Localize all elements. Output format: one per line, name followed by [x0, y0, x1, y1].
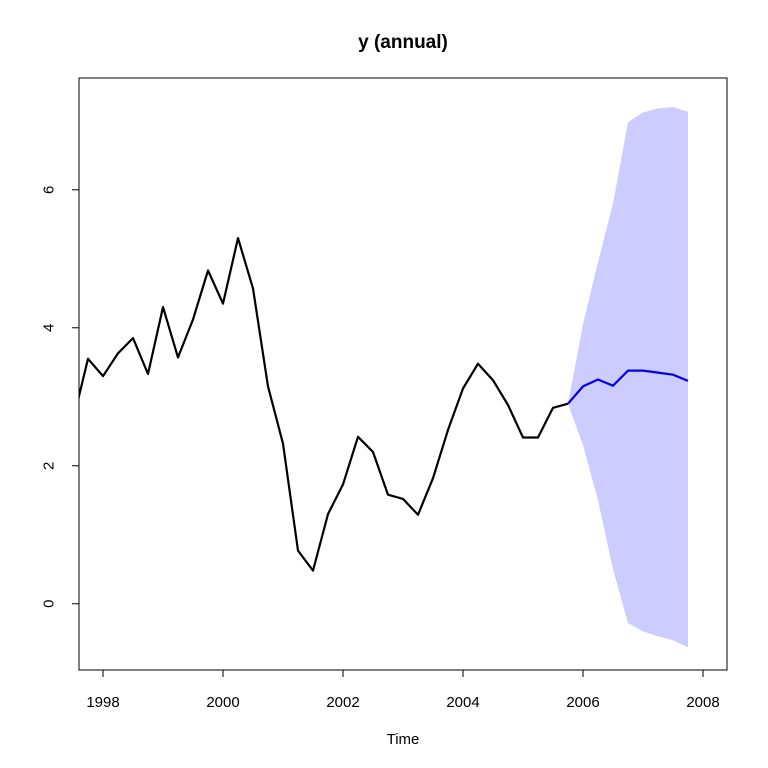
y-tick-label: 6	[41, 186, 58, 194]
y-tick-label: 2	[41, 462, 58, 470]
prediction-interval-layer	[568, 107, 688, 648]
y-tick-label: 0	[41, 600, 58, 608]
x-axis-label: Time	[387, 731, 420, 748]
forecast-series-line	[567, 369, 689, 405]
observed-series-line	[79, 237, 569, 572]
prediction-interval-band	[568, 107, 688, 648]
x-tick-label: 2002	[326, 694, 359, 711]
x-tick-label: 2008	[686, 694, 719, 711]
series-layer	[79, 237, 689, 572]
y-axis: 0 2 4 6	[41, 186, 80, 608]
plot-area	[78, 77, 728, 671]
x-axis: 1998 2000 2002 2004 2006 2008	[86, 669, 720, 711]
x-tick-label: 2004	[446, 694, 479, 711]
x-tick-label: 1998	[86, 694, 119, 711]
y-tick-label: 4	[41, 324, 58, 332]
x-tick-label: 2006	[566, 694, 599, 711]
x-tick-label: 2000	[206, 694, 239, 711]
chart-title: y (annual)	[358, 32, 448, 53]
